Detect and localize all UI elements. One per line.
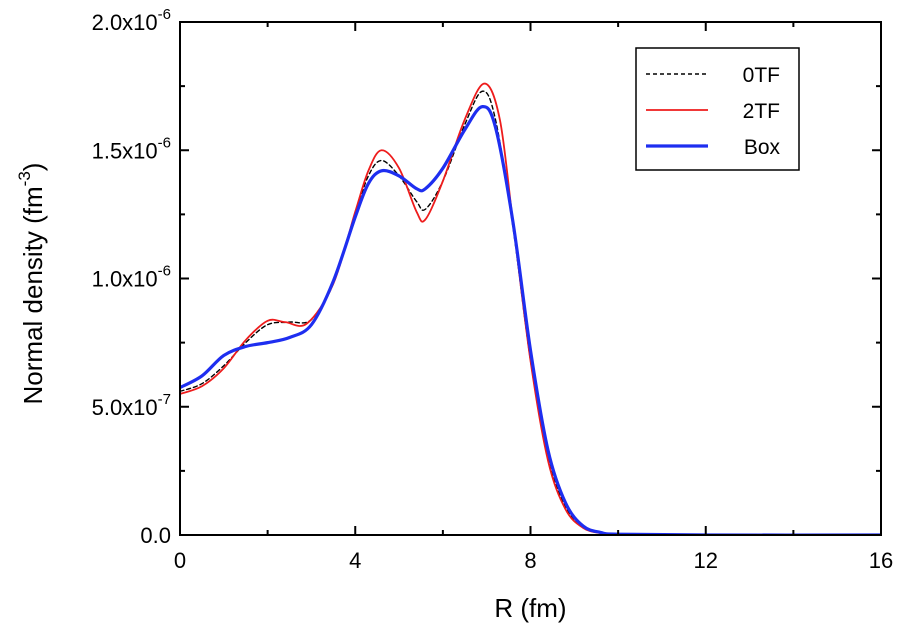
x-tick-label: 16 xyxy=(869,548,893,573)
series-layer xyxy=(180,82,881,535)
y-tick-label: 1.0x10-6 xyxy=(92,263,171,292)
y-tick-label: 5.0x10-7 xyxy=(92,391,171,420)
y-tick-label-base: 2.0x10 xyxy=(92,10,158,35)
x-tick-label: 4 xyxy=(349,548,361,573)
legend-label-box: Box xyxy=(744,136,781,159)
y-tick-label-exponent: -6 xyxy=(158,134,171,151)
y-tick-label: 0.0 xyxy=(140,523,171,548)
x-tick-label: 8 xyxy=(524,548,536,573)
y-tick-label-exponent: -7 xyxy=(158,391,171,408)
y-axis-label-close: ) xyxy=(18,163,48,172)
y-axis-label: Normal density (fm-3) xyxy=(15,163,48,405)
y-tick-label-base: 5.0x10 xyxy=(92,395,158,420)
x-tick-label: 12 xyxy=(694,548,718,573)
x-axis-label: R (fm) xyxy=(494,593,566,623)
y-tick-label-exponent: -6 xyxy=(158,6,171,23)
y-tick-label-base: 0.0 xyxy=(140,523,171,548)
legend-label-0tf: 0TF xyxy=(743,64,780,87)
legend-label-2tf: 2TF xyxy=(743,100,780,123)
legend-box xyxy=(635,47,800,171)
y-tick-label-base: 1.5x10 xyxy=(92,138,158,163)
y-tick-label-exponent: -6 xyxy=(158,263,171,280)
y-tick-label: 1.5x10-6 xyxy=(92,134,171,163)
x-tick-label: 0 xyxy=(174,548,186,573)
series-line-box xyxy=(180,105,881,535)
legend: 0TF 2TF Box xyxy=(635,47,800,171)
y-axis-label-text: Normal density (fm xyxy=(18,186,48,404)
axis-label-layer: R (fm) Normal density (fm-3) xyxy=(15,163,567,623)
y-tick-label: 2.0x10-6 xyxy=(92,6,171,35)
y-tick-label-base: 1.0x10 xyxy=(92,267,158,292)
tick-layer: 0 4 8 12 160.05.0x10-71.0x10-61.5x10-62.0x10… xyxy=(92,6,894,573)
y-axis-label-exponent: -3 xyxy=(15,171,34,186)
